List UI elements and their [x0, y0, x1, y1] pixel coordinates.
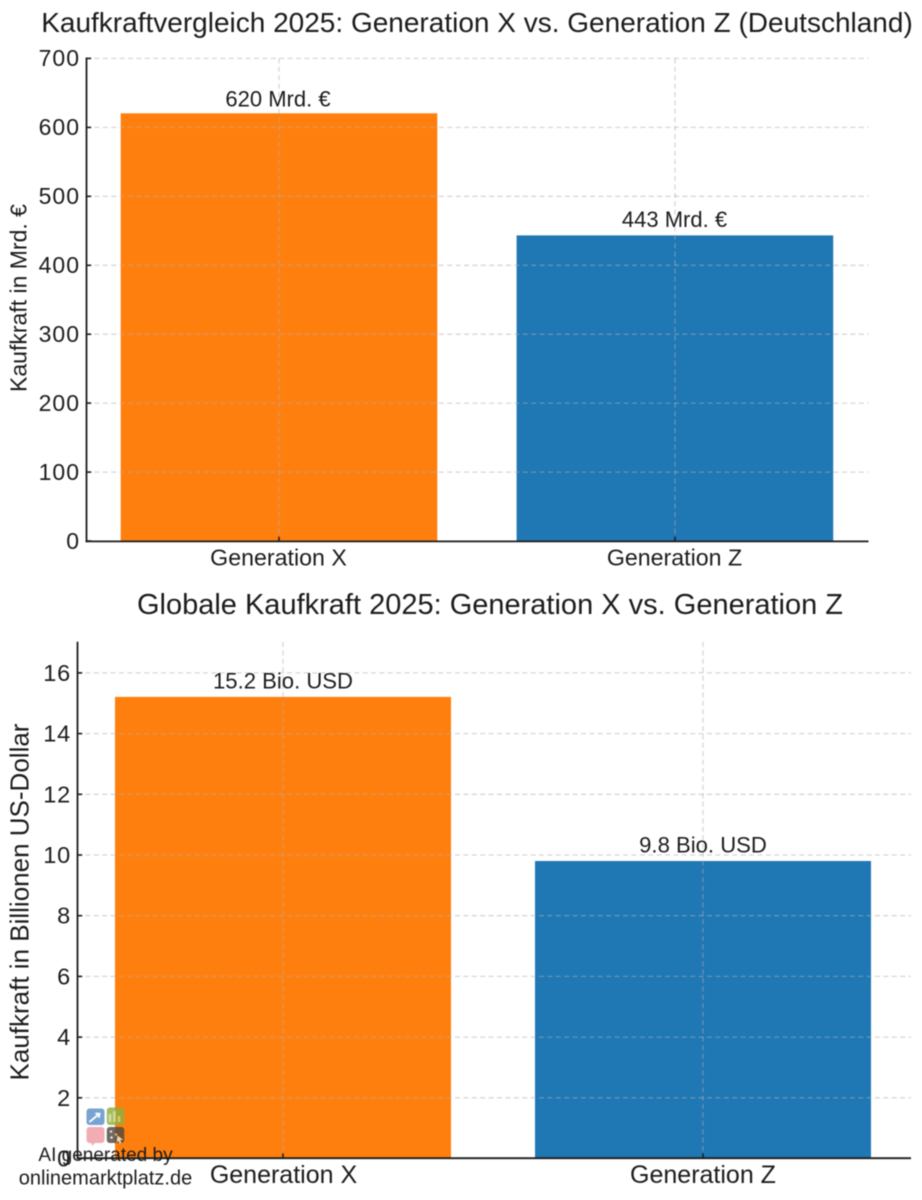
- svg-text:Generation Z: Generation Z: [630, 1161, 776, 1189]
- svg-text:Generation X: Generation X: [210, 544, 347, 570]
- svg-text:0: 0: [66, 528, 80, 554]
- svg-text:700: 700: [39, 45, 80, 71]
- svg-text:4: 4: [57, 1024, 71, 1050]
- svg-text:onlinemarktplatz.de: onlinemarktplatz.de: [19, 1168, 192, 1190]
- svg-text:AI generated by: AI generated by: [38, 1145, 173, 1166]
- svg-text:12: 12: [43, 781, 71, 807]
- svg-text:0: 0: [57, 1146, 71, 1172]
- svg-text:Globale Kaufkraft 2025: Genera: Globale Kaufkraft 2025: Generation X vs.…: [137, 589, 843, 621]
- svg-text:14: 14: [43, 721, 71, 747]
- svg-text:443 Mrd. €: 443 Mrd. €: [622, 207, 727, 232]
- svg-text:500: 500: [39, 183, 80, 209]
- svg-text:16: 16: [43, 660, 71, 686]
- svg-text:8: 8: [57, 903, 71, 929]
- svg-text:Kaufkraft in Billionen US-Doll: Kaufkraft in Billionen US-Dollar: [5, 723, 35, 1080]
- svg-text:10: 10: [43, 842, 71, 868]
- svg-text:6: 6: [57, 963, 71, 989]
- svg-text:Generation Z: Generation Z: [607, 544, 742, 570]
- svg-text:Kaufkraftvergleich 2025: Gener: Kaufkraftvergleich 2025: Generation X vs…: [41, 7, 913, 38]
- svg-text:Kaufkraft in Mrd. €: Kaufkraft in Mrd. €: [6, 204, 32, 392]
- svg-text:600: 600: [39, 114, 80, 140]
- svg-text:400: 400: [39, 252, 80, 278]
- svg-text:620 Mrd. €: 620 Mrd. €: [225, 86, 330, 111]
- svg-text:200: 200: [39, 390, 80, 416]
- svg-text:15.2 Bio. USD: 15.2 Bio. USD: [213, 669, 353, 694]
- svg-text:Generation X: Generation X: [210, 1161, 358, 1189]
- svg-text:100: 100: [39, 459, 80, 485]
- svg-text:9.8 Bio. USD: 9.8 Bio. USD: [639, 833, 767, 858]
- svg-text:300: 300: [39, 321, 80, 347]
- svg-text:2: 2: [57, 1085, 71, 1111]
